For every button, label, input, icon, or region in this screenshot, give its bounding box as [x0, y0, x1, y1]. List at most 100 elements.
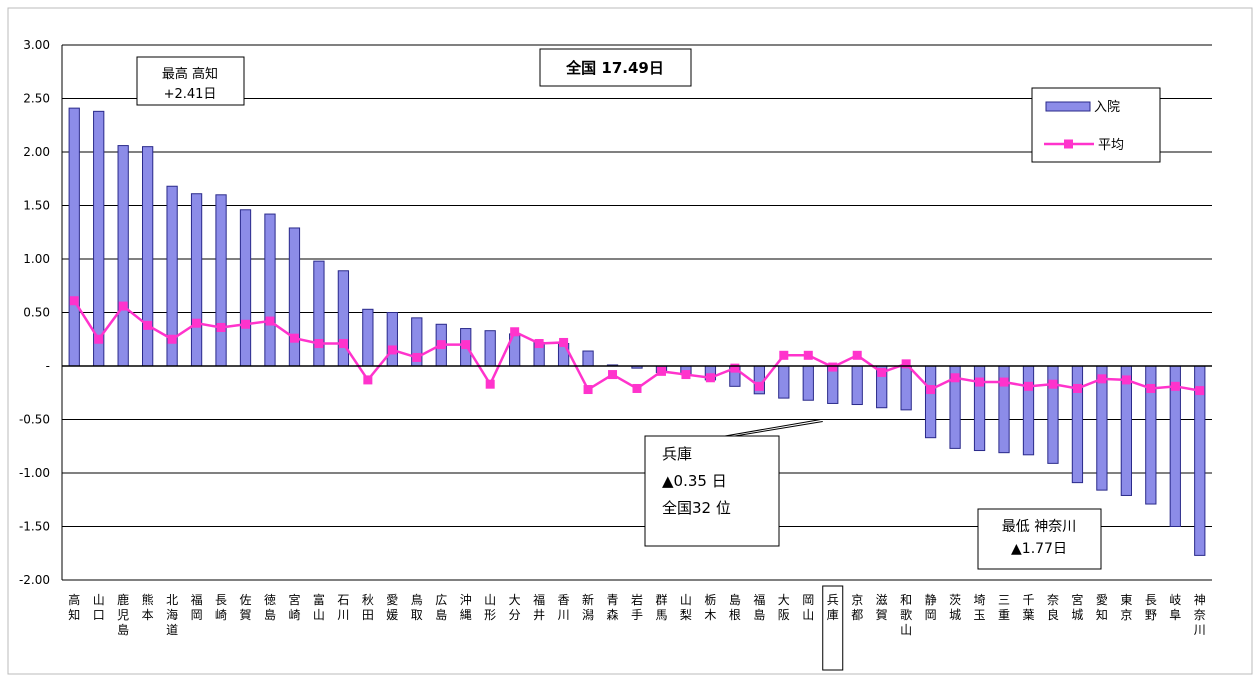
series-point [1097, 374, 1107, 384]
x-tick-label: 広島 [435, 593, 447, 622]
bar [900, 365, 912, 411]
series-point [363, 375, 373, 385]
bar [582, 350, 594, 367]
y-tick-label: - [46, 359, 50, 373]
bar [802, 365, 814, 401]
x-tick-label: 鳥取 [411, 592, 423, 622]
bar [362, 308, 374, 367]
x-tick-label: 秋田 [362, 593, 374, 622]
annotation-hyogo-text: 全国32 位 [662, 499, 731, 517]
x-tick-label: 富山 [313, 592, 325, 622]
legend-label: 入院 [1094, 100, 1120, 115]
x-tick-label: 三重 [998, 593, 1010, 622]
series-point [803, 350, 813, 360]
bar [924, 365, 937, 439]
x-tick-label: 徳島 [264, 592, 276, 622]
series-point [877, 367, 887, 377]
bar [313, 260, 325, 367]
series-point [436, 340, 446, 350]
series-point [754, 381, 764, 391]
y-tick-label: -1.50 [19, 520, 50, 534]
series-point [510, 327, 520, 337]
x-tick-label: 長野 [1145, 593, 1157, 622]
series-point [485, 379, 495, 389]
x-tick-label: 佐賀 [240, 593, 252, 622]
x-tick-label: 愛知 [1096, 593, 1108, 622]
bar [68, 107, 80, 367]
series-point [1023, 381, 1033, 391]
y-tick-label: -2.00 [19, 573, 50, 587]
bar [264, 213, 276, 367]
series-point [534, 339, 544, 349]
series-point [216, 322, 226, 332]
bar [337, 270, 350, 367]
x-tick-label: 山梨 [680, 593, 692, 622]
x-tick-label: 沖縄 [460, 593, 472, 622]
x-tick-label: 宮崎 [288, 592, 300, 622]
x-tick-label: 茨城 [949, 593, 961, 622]
x-tick-label: 熊本 [142, 592, 154, 622]
legend-marker [1064, 139, 1073, 149]
axis-layer: 3.00 2.50 2.00 1.50 1.00 0.50 - -0.50 -1.00 -1.50… [19, 38, 1212, 671]
bar [386, 312, 398, 367]
x-tick-label: 千葉 [1022, 593, 1034, 622]
legend-box [1031, 87, 1161, 163]
series-point [828, 362, 838, 372]
bar [288, 227, 301, 367]
annotation-hyogo-text: 兵庫 [662, 445, 692, 463]
series-point [681, 370, 691, 380]
legend-label: 平均 [1098, 138, 1124, 153]
x-tick-label: 大阪 [778, 593, 790, 622]
series-point [289, 333, 299, 343]
x-tick-label: 新潟 [582, 592, 594, 622]
x-tick-label: 宮城 [1071, 592, 1083, 622]
x-tick-label: 兵庫 [827, 593, 839, 622]
series-point [412, 352, 422, 362]
series-point [192, 318, 202, 328]
x-tick-label: 大分 [509, 593, 521, 622]
y-tick-label: -0.50 [19, 413, 50, 427]
x-tick-label: 埼玉 [974, 593, 986, 622]
x-tick-label: 京都 [851, 593, 863, 622]
x-tick-label: 神奈川 [1194, 593, 1206, 637]
bar [190, 193, 203, 367]
series-point [1195, 386, 1205, 396]
series-point [167, 334, 177, 344]
x-tick-label: 群馬 [655, 593, 667, 622]
series-point [926, 385, 936, 395]
x-tick-label: 香川 [558, 593, 570, 622]
x-tick-label: 和歌山 [900, 593, 912, 637]
annotation-min-box [977, 508, 1102, 570]
title-box [539, 48, 692, 87]
series-point [559, 337, 569, 347]
series-point [730, 363, 740, 373]
series-point [1048, 379, 1058, 389]
series-point [975, 377, 985, 387]
x-tick-label: 青森 [607, 593, 619, 622]
bar [851, 365, 863, 406]
bar [215, 194, 227, 367]
series-point [950, 373, 960, 383]
series-point [583, 385, 593, 395]
series-point [901, 359, 911, 369]
series-point [705, 373, 715, 383]
y-tick-label: 2.50 [23, 92, 50, 106]
y-tick-label: 2.00 [23, 145, 50, 159]
bar [93, 110, 105, 367]
series-point [143, 320, 153, 330]
y-tick-label: 1.00 [23, 252, 50, 266]
annotation-max-text: +2.41日 [164, 87, 217, 102]
annotation-min-text: ▲1.77日 [1011, 541, 1067, 557]
x-tick-label: 鹿児島 [117, 592, 129, 637]
bar [827, 365, 839, 404]
x-tick-label: 愛媛 [386, 593, 398, 622]
x-tick-label: 静岡 [925, 593, 937, 622]
series-point [265, 316, 275, 326]
series-point [656, 366, 666, 376]
series-point [241, 319, 251, 329]
series-point [94, 334, 104, 344]
